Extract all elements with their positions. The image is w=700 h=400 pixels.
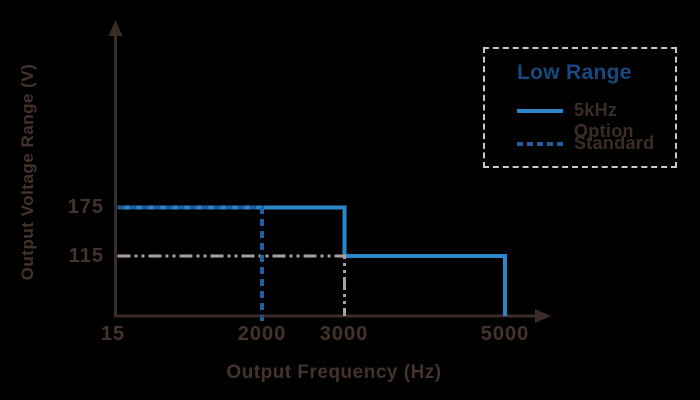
chart-series xyxy=(117,205,507,316)
x-tick-2000: 2000 xyxy=(237,323,287,345)
x-tick-3000: 3000 xyxy=(319,323,369,345)
legend-title: Low Range xyxy=(517,61,632,84)
series-115v-reference xyxy=(117,254,346,316)
series-standard xyxy=(117,205,264,316)
legend-item-label: Standard xyxy=(574,133,655,153)
y-tick-175: 175 xyxy=(67,196,104,218)
legend-item-5khz-option: 5kHz Option xyxy=(485,100,675,141)
x-axis-arrow-icon xyxy=(535,309,551,323)
x-axis-title: Output Frequency (Hz) xyxy=(226,362,442,383)
y-tick-115: 115 xyxy=(68,245,104,267)
dashed-line-swatch-icon xyxy=(517,142,563,146)
y-axis-arrow-icon xyxy=(108,20,123,36)
axes xyxy=(108,20,551,324)
legend-item-label: 5kHz Option xyxy=(574,100,634,141)
legend-item-standard: Standard xyxy=(485,133,675,155)
solid-line-swatch-icon xyxy=(517,109,563,113)
chart-legend: Low Range 5kHz Option Standard xyxy=(483,47,677,168)
x-tick-5000: 5000 xyxy=(480,323,530,345)
x-tick-15: 15 xyxy=(100,323,126,345)
y-axis-title: Output Voltage Range (V) xyxy=(18,63,37,281)
series-5khz-option xyxy=(117,205,507,316)
